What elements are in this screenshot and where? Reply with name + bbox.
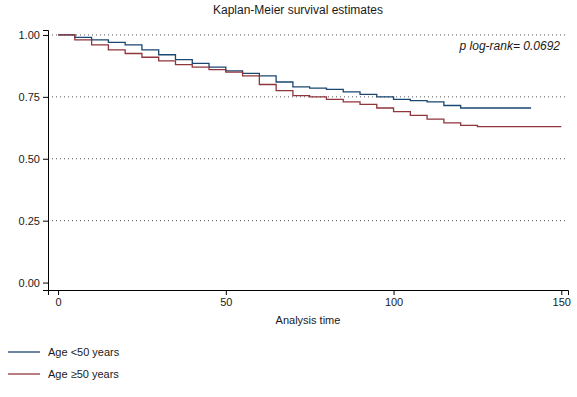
y-tick: 1.00 <box>19 29 48 41</box>
tick-mark <box>43 159 48 160</box>
tick-label: 100 <box>385 296 403 308</box>
tick-label: 0.75 <box>19 91 40 103</box>
chart: Kaplan-Meier survival estimates0.000.250… <box>0 0 577 397</box>
x-axis: 0 50 100 150 <box>49 290 571 308</box>
tick-label: 0.25 <box>19 215 40 227</box>
tick-label: 1.00 <box>19 29 40 41</box>
x-tick: 150 <box>553 290 571 308</box>
tick-label: 150 <box>553 296 571 308</box>
legend-swatch <box>8 351 40 352</box>
tick-mark <box>43 97 48 98</box>
tick-mark <box>43 283 48 284</box>
grid-line <box>48 158 568 159</box>
x-tick: 100 <box>385 290 403 308</box>
tick-label: 0 <box>56 296 62 308</box>
legend-label: Age <50 years <box>48 346 120 358</box>
tick-label: 0.00 <box>19 277 40 289</box>
y-tick: 0.00 <box>19 277 48 289</box>
title: Kaplan-Meier survival estimates <box>213 3 383 17</box>
legend-label: Age ≥50 years <box>48 368 119 380</box>
survival-line <box>58 35 561 127</box>
tick-mark <box>43 35 48 36</box>
tick-label: 0.50 <box>19 153 40 165</box>
y-tick: 0.75 <box>19 91 48 103</box>
grid <box>48 35 568 221</box>
grid-line <box>48 96 568 97</box>
x-tick: 0 <box>56 290 62 308</box>
y-tick: 0.50 <box>19 153 48 165</box>
grid-line <box>48 220 568 221</box>
tick-mark <box>226 290 227 295</box>
legend: Age <50 years Age ≥50 years <box>8 346 120 380</box>
tick-mark <box>394 290 395 295</box>
x-tick: 50 <box>220 290 232 308</box>
tick-mark <box>58 290 59 295</box>
y-tick: 0.25 <box>19 215 48 227</box>
x-axis-title: Analysis time <box>276 314 341 326</box>
plot-area <box>58 35 561 127</box>
y-axis: 0.00 0.25 0.50 0.75 1.00 <box>19 29 49 291</box>
axis-line <box>49 291 569 296</box>
tick-mark <box>43 221 48 222</box>
tick-label: 50 <box>220 296 232 308</box>
annotation: p log-rank= 0.0692 <box>459 39 561 53</box>
legend-swatch <box>8 373 40 374</box>
axis-line <box>43 31 49 291</box>
tick-mark <box>561 290 562 295</box>
grid-line <box>48 34 568 35</box>
